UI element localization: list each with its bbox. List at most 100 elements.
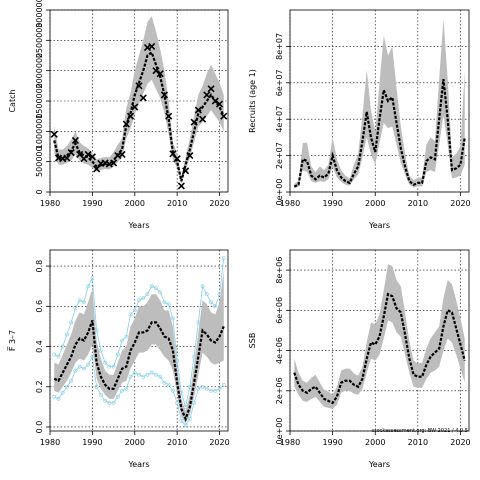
x-tick-label: 1980 bbox=[280, 199, 300, 208]
x-tick-label: 2020 bbox=[209, 438, 229, 447]
retro-point bbox=[77, 298, 82, 303]
y-tick-label: 3000000 bbox=[35, 0, 44, 28]
retro-point bbox=[128, 374, 133, 379]
retro-point bbox=[86, 284, 91, 289]
retro-point bbox=[60, 344, 65, 349]
y-tick-label: 0.6 bbox=[35, 300, 44, 313]
retro-point bbox=[82, 366, 86, 371]
observed-catch-point bbox=[93, 165, 101, 173]
retro-point bbox=[82, 300, 86, 305]
observed-catch-point bbox=[199, 115, 207, 123]
observed-catch-point bbox=[88, 153, 96, 161]
y-tick-label: 1000000 bbox=[35, 114, 44, 150]
retro-point bbox=[128, 312, 133, 317]
y-tick-label: 6e+06 bbox=[275, 297, 284, 324]
retro-point bbox=[65, 384, 69, 389]
observed-catch-point bbox=[84, 150, 92, 158]
observed-catch-point bbox=[165, 112, 173, 120]
retro-point bbox=[141, 296, 146, 301]
x-tick-label: 2010 bbox=[167, 438, 187, 447]
retro-point bbox=[73, 368, 78, 373]
observed-catch-point bbox=[173, 155, 181, 163]
retro-point bbox=[86, 362, 91, 367]
retro-point bbox=[132, 370, 137, 375]
x-tick-label: 1990 bbox=[322, 199, 342, 208]
x-tick-label: 2020 bbox=[209, 199, 229, 208]
x-tick-label: 1990 bbox=[82, 438, 102, 447]
retro-point bbox=[213, 304, 218, 309]
retro-point bbox=[120, 338, 124, 343]
plot-frame bbox=[289, 249, 470, 432]
observed-catch-point bbox=[203, 91, 211, 99]
retro-point bbox=[179, 419, 184, 423]
retro-point bbox=[60, 390, 65, 395]
x-tick-label: 2010 bbox=[408, 199, 428, 208]
observed-catch-point bbox=[211, 97, 219, 105]
y-tick-label: 0e+00 bbox=[275, 418, 284, 445]
retro-point bbox=[217, 386, 222, 391]
observed-catch-point bbox=[160, 91, 168, 99]
retro-point bbox=[187, 417, 192, 421]
observed-catch-point bbox=[156, 70, 164, 78]
observed-catch-point bbox=[190, 118, 198, 126]
retro-point bbox=[221, 256, 226, 260]
retro-point bbox=[132, 308, 137, 313]
retro-point bbox=[209, 388, 213, 393]
retro-point bbox=[213, 388, 218, 393]
plot-frame bbox=[49, 249, 229, 432]
retro-point bbox=[137, 298, 141, 303]
observed-catch-point bbox=[186, 152, 194, 160]
panel-ssb: 1980 1990 2000 2010 2020 0e+00 2e+06 4e+06 6e+06… bbox=[248, 249, 471, 469]
estimate-line bbox=[53, 320, 225, 422]
x-tick-label: 2000 bbox=[125, 199, 145, 208]
retro-point bbox=[52, 352, 57, 357]
retro-point bbox=[69, 320, 74, 325]
observed-catch-point bbox=[50, 130, 58, 138]
y-tick-label: 6e+07 bbox=[275, 69, 284, 96]
retro-point bbox=[124, 386, 129, 391]
x-tick-label: 1990 bbox=[322, 438, 342, 447]
x-tick-label: 1980 bbox=[280, 438, 300, 447]
retro-point bbox=[166, 382, 171, 387]
y-tick-label: 8e+06 bbox=[275, 257, 284, 284]
observed-catch-point bbox=[118, 150, 126, 158]
retro-point bbox=[94, 384, 99, 389]
y-tick-label: 4e+06 bbox=[275, 337, 284, 364]
retro-point bbox=[200, 384, 205, 389]
retro-point bbox=[171, 316, 175, 321]
x-axis-title: Years bbox=[127, 221, 149, 230]
y-axis-title: Catch bbox=[8, 89, 17, 112]
confidence-band bbox=[294, 264, 465, 409]
retro-point bbox=[90, 276, 95, 281]
retro-point bbox=[162, 300, 167, 305]
y-tick-label: 0.4 bbox=[35, 340, 44, 353]
x-tick-label: 1980 bbox=[40, 199, 60, 208]
y-tick-label: 0.0 bbox=[35, 421, 44, 434]
y-tick-label: 4e+07 bbox=[275, 106, 284, 133]
x-tick-label: 2020 bbox=[450, 199, 470, 208]
retro-point bbox=[52, 394, 57, 399]
x-tick-label: 2000 bbox=[125, 438, 145, 447]
observed-catch-point bbox=[220, 112, 228, 120]
retro-point bbox=[196, 386, 201, 391]
retro-point bbox=[204, 292, 209, 297]
x-axis-title: Years bbox=[127, 460, 149, 469]
retro-point bbox=[107, 400, 112, 405]
x-tick-label: 1990 bbox=[82, 199, 102, 208]
observed-catch-point bbox=[182, 167, 190, 175]
observed-catch-point bbox=[135, 82, 143, 90]
panel-catch: 1980 1990 2000 2010 2020 0 5000001000000150000… bbox=[8, 0, 230, 230]
x-tick-label: 2010 bbox=[167, 199, 187, 208]
observed-catch-point bbox=[177, 182, 185, 190]
retro-point bbox=[73, 306, 78, 311]
observed-catch-point bbox=[126, 112, 135, 120]
retro-point bbox=[103, 360, 107, 365]
retro-point bbox=[120, 388, 124, 393]
retro-point bbox=[111, 364, 116, 369]
observed-catch-point bbox=[122, 120, 130, 128]
retro-point bbox=[183, 423, 188, 427]
confidence-band bbox=[294, 19, 465, 189]
retro-point bbox=[171, 388, 175, 393]
y-axis-title: F̅ 3–7 bbox=[7, 330, 17, 352]
